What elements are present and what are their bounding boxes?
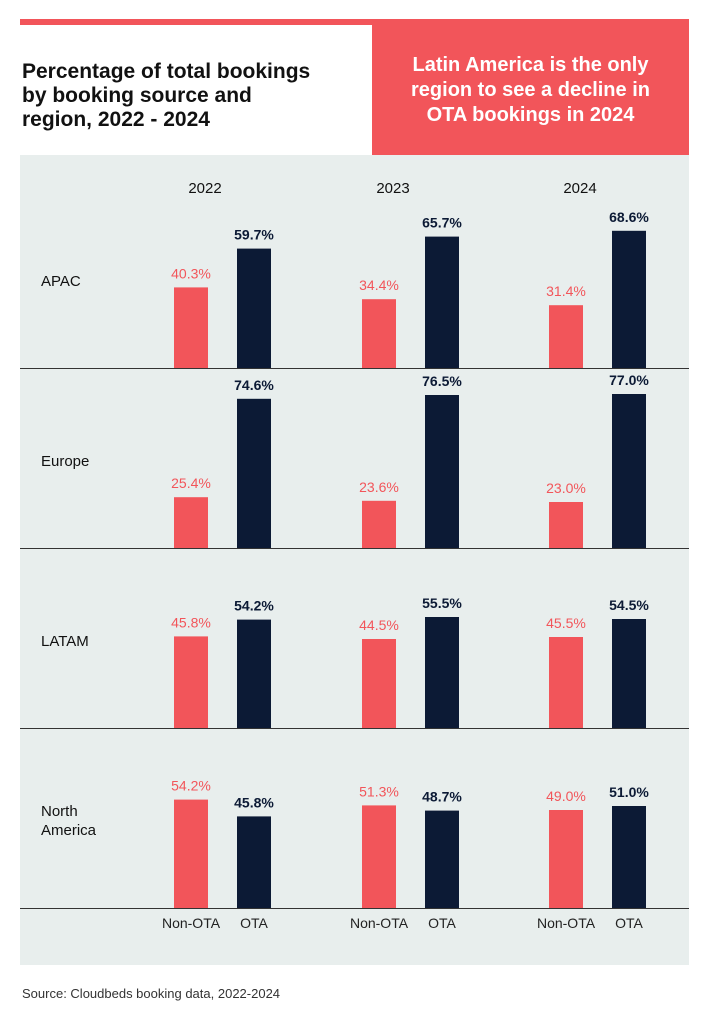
ota-bar	[425, 617, 459, 728]
ota-value-label: 74.6%	[234, 377, 274, 393]
region-label: Europe	[41, 453, 89, 470]
ota-value-label: 59.7%	[234, 227, 274, 243]
non-ota-value-label: 49.0%	[546, 788, 586, 804]
bar-chart: 2022 2023 2024 APAC 40.3% 59.7% 34.4% 65.7% 31.4…	[20, 180, 689, 931]
non-ota-bar	[549, 637, 583, 728]
chart-title: Percentage of total bookings by booking …	[22, 60, 311, 131]
ota-bar	[612, 619, 646, 728]
chart-panel: 2022 2023 2024 APAC 40.3% 59.7% 34.4% 65.7% 31.4…	[20, 155, 689, 965]
region-label: APAC	[41, 273, 81, 290]
ota-bar	[237, 398, 271, 548]
non-ota-value-label: 40.3%	[171, 265, 211, 281]
ota-value-label: 65.7%	[422, 215, 462, 231]
non-ota-bar	[549, 305, 583, 368]
non-ota-bar	[549, 810, 583, 908]
non-ota-bar	[362, 299, 396, 368]
category-label-ota: OTA	[240, 915, 268, 931]
ota-value-label: 54.2%	[234, 598, 274, 614]
non-ota-bar	[174, 799, 208, 908]
region-label: North America	[41, 803, 97, 839]
ota-bar	[425, 236, 459, 368]
ota-value-label: 45.8%	[234, 794, 274, 810]
ota-bar	[237, 619, 271, 728]
non-ota-value-label: 54.2%	[171, 778, 211, 794]
non-ota-bar	[362, 500, 396, 548]
non-ota-bar	[174, 287, 208, 368]
ota-bar	[237, 248, 271, 368]
year-header: 2024	[563, 180, 596, 197]
region-label: LATAM	[41, 633, 89, 650]
non-ota-value-label: 51.3%	[359, 783, 399, 799]
category-label-non-ota: Non-OTA	[537, 915, 596, 931]
year-header: 2022	[188, 180, 221, 197]
non-ota-value-label: 45.8%	[171, 614, 211, 630]
non-ota-bar	[549, 502, 583, 548]
non-ota-bar	[174, 497, 208, 548]
ota-value-label: 68.6%	[609, 209, 649, 225]
source-note: Source: Cloudbeds booking data, 2022-202…	[22, 986, 281, 1001]
ota-value-label: 55.5%	[422, 595, 462, 611]
ota-bar	[425, 810, 459, 908]
ota-bar	[612, 230, 646, 368]
ota-bar	[612, 394, 646, 548]
top-accent-bar	[20, 19, 689, 25]
ota-value-label: 77.0%	[609, 372, 649, 388]
non-ota-value-label: 23.6%	[359, 479, 399, 495]
ota-value-label: 51.0%	[609, 784, 649, 800]
category-label-non-ota: Non-OTA	[162, 915, 221, 931]
ota-value-label: 54.5%	[609, 597, 649, 613]
non-ota-value-label: 34.4%	[359, 277, 399, 293]
non-ota-value-label: 25.4%	[171, 475, 211, 491]
ota-bar	[612, 806, 646, 908]
category-label-ota: OTA	[428, 915, 456, 931]
category-label-ota: OTA	[615, 915, 643, 931]
non-ota-value-label: 44.5%	[359, 617, 399, 633]
non-ota-value-label: 45.5%	[546, 615, 586, 631]
callout-box: Latin America is the only region to see …	[372, 25, 689, 155]
non-ota-value-label: 23.0%	[546, 480, 586, 496]
callout-text: Latin America is the only region to see …	[411, 53, 650, 126]
non-ota-bar	[362, 805, 396, 908]
ota-value-label: 48.7%	[422, 789, 462, 805]
ota-bar	[425, 395, 459, 548]
ota-bar	[237, 816, 271, 908]
non-ota-value-label: 31.4%	[546, 283, 586, 299]
ota-value-label: 76.5%	[422, 373, 462, 389]
non-ota-bar	[174, 636, 208, 728]
year-header: 2023	[376, 180, 409, 197]
category-label-non-ota: Non-OTA	[350, 915, 409, 931]
non-ota-bar	[362, 639, 396, 728]
